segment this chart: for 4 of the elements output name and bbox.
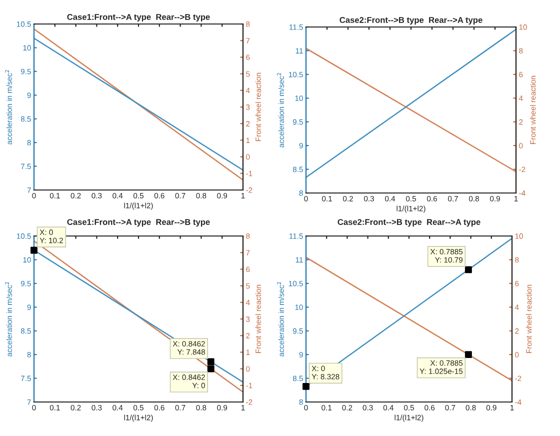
chart-title: Case2:Front-->B type Rear-->A type [338, 219, 480, 227]
chart-title: Case2:Front-->B type Rear-->A type [340, 17, 482, 25]
chart-title: Case1:Front-->A type Rear-->B type [67, 14, 210, 22]
chart-title: Case1:Front-->A type Rear-->B type [67, 219, 210, 227]
